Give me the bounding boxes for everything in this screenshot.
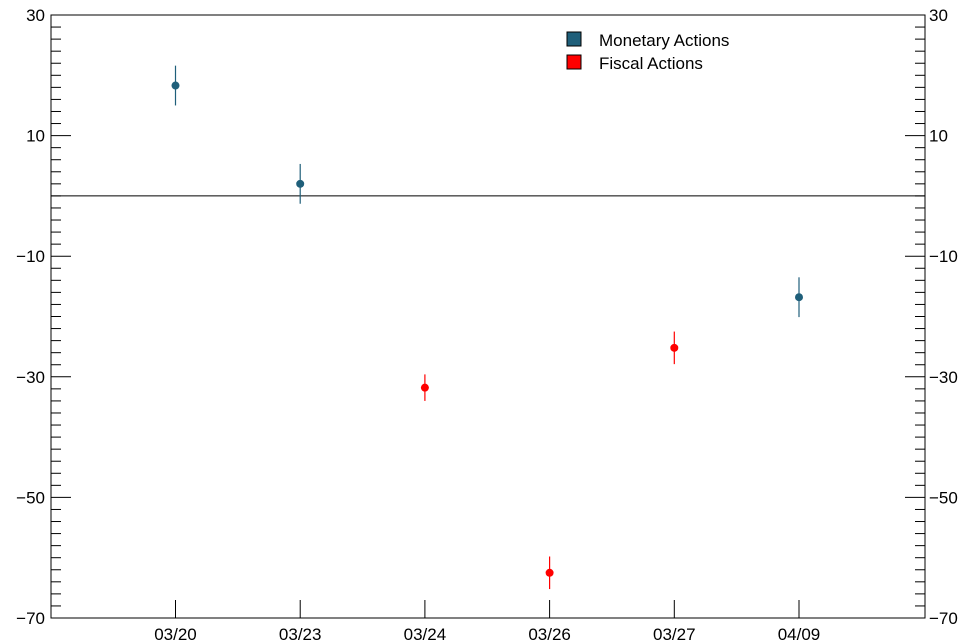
y-tick-label-left: −30 (16, 368, 45, 387)
y-tick-label-right: 10 (929, 127, 948, 146)
x-tick-label: 03/27 (653, 625, 696, 644)
legend-swatch-monetary (566, 31, 582, 47)
y-tick-label-left: −10 (16, 247, 45, 266)
y-axis-left: 30 10 −10 −30 −50 −70 (16, 6, 71, 628)
y-tick-label-left: 10 (26, 127, 45, 146)
data-point (296, 179, 305, 188)
data-point (795, 293, 803, 302)
legend-label-fiscal: Fiscal Actions (599, 54, 703, 73)
y-tick-label-right: 30 (929, 6, 948, 25)
data-series (171, 65, 803, 590)
y-tick-label-left: −50 (16, 488, 45, 507)
y-axis-right: 30 10 −10 −30 −50 −70 (905, 6, 958, 628)
data-point (420, 383, 429, 392)
legend-swatch-fiscal (566, 54, 582, 70)
x-tick-label: 03/26 (528, 625, 571, 644)
series-fiscal (420, 331, 679, 590)
plot-frame (50, 14, 926, 619)
y-tick-label-right: −10 (929, 247, 958, 266)
x-tick-label: 03/20 (154, 625, 197, 644)
y-tick-label-right: −50 (929, 488, 958, 507)
data-point (171, 81, 180, 90)
legend-label-monetary: Monetary Actions (599, 31, 729, 50)
data-point (545, 568, 554, 577)
data-point (670, 343, 679, 352)
x-tick-label: 03/23 (279, 625, 322, 644)
series-monetary (171, 65, 803, 318)
x-tick-label: 03/24 (404, 625, 447, 644)
y-tick-label-right: −70 (929, 609, 958, 628)
y-tick-label-left: 30 (26, 6, 45, 25)
x-tick-label: 04/09 (778, 625, 821, 644)
y-tick-label-left: −70 (16, 609, 45, 628)
x-axis: 03/20 03/23 03/24 03/26 03/27 04/09 (154, 600, 820, 644)
legend: Monetary Actions Fiscal Actions (566, 31, 729, 73)
y-tick-label-right: −30 (929, 368, 958, 387)
